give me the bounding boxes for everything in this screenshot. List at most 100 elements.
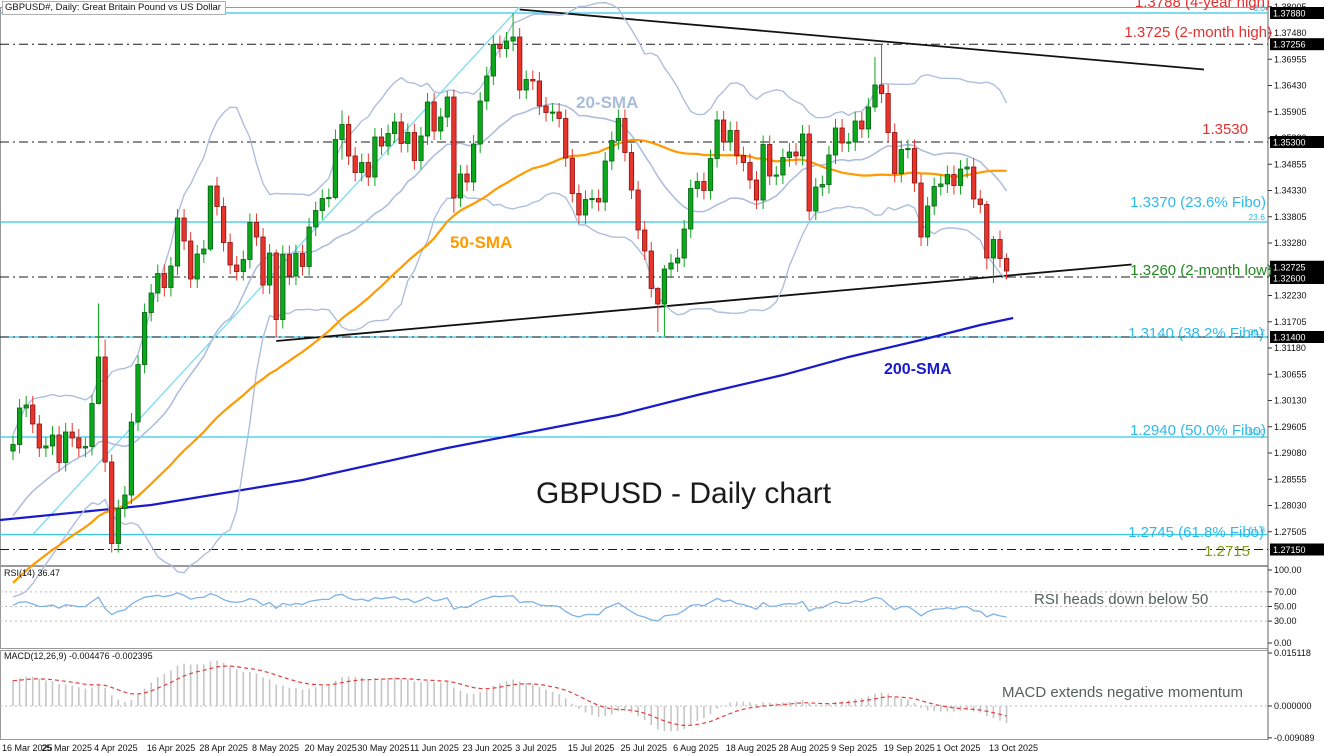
candle: [753, 179, 760, 201]
candle: [411, 132, 418, 161]
price-tick-label: 1.29080: [1274, 448, 1307, 458]
candle: [661, 268, 668, 305]
price-tick-label: 1.34330: [1274, 186, 1307, 196]
candle: [332, 139, 339, 198]
date-label: 19 Sep 2025: [884, 743, 935, 753]
candle: [168, 265, 174, 288]
candle: [852, 120, 858, 143]
candle: [23, 404, 29, 409]
price-tick-label: 1.29605: [1274, 422, 1307, 432]
candle: [977, 198, 983, 205]
candle: [234, 264, 240, 272]
annotation-fibo-500: 1.2940 (50.0% Fibo): [1130, 422, 1266, 439]
candle: [69, 431, 75, 439]
candle: [793, 151, 799, 157]
candle: [372, 136, 378, 178]
candle: [543, 105, 549, 113]
price-tick-label: 1.33805: [1274, 212, 1307, 222]
symbol-title: GBPUSD#, Daily: Great Britain Pound vs U…: [2, 1, 226, 15]
fibo-percent-label: 0.0: [1253, 3, 1265, 13]
fibo-percent-label: 23.6: [1248, 212, 1265, 222]
price-tick-label: 1.30655: [1274, 369, 1307, 379]
candle: [740, 155, 747, 163]
annotation-fibo-382: 1.3140 (38.2% Fibo): [1128, 325, 1264, 342]
candle: [688, 188, 694, 230]
candle: [944, 174, 951, 185]
candle: [247, 222, 253, 260]
candle: [464, 173, 470, 183]
rsi-tick-label: 50.00: [1274, 602, 1297, 612]
candle: [266, 252, 273, 286]
candle: [622, 118, 628, 153]
candle: [30, 404, 36, 425]
macd-tick-label: 0.000000: [1274, 701, 1312, 711]
candle: [484, 75, 490, 102]
date-label: 6 Aug 2025: [673, 743, 719, 753]
date-label: 3 Jul 2025: [515, 743, 557, 753]
candle: [148, 292, 154, 313]
candle: [89, 403, 95, 447]
candle: [865, 106, 872, 130]
candle: [628, 152, 635, 191]
annotation-rsi-header: RSI(14) 36.47: [4, 568, 61, 578]
axis-price-box: [1270, 7, 1324, 19]
annotation-level-13530: 1.3530: [1202, 121, 1248, 138]
level-price-label: 1.35300: [1273, 138, 1306, 148]
candle: [457, 173, 464, 199]
candle: [898, 149, 904, 174]
trendlines[interactable]: [32, 6, 1205, 535]
candle: [444, 96, 450, 118]
candle: [668, 262, 674, 270]
candle: [964, 166, 970, 170]
price-axis[interactable]: 1.38005 1.37480 1.36955 1.36430 1.35905 1.353…: [1248, 2, 1324, 556]
date-label: 8 May 2025: [252, 743, 299, 753]
candle: [339, 124, 345, 140]
candle: [872, 84, 878, 108]
annotation-fibo-236: 1.3370 (23.6% Fibo): [1130, 194, 1266, 211]
panel-frames: [0, 0, 1269, 740]
axis-price-box: [1270, 272, 1324, 284]
axis-price-box: [1270, 136, 1324, 148]
candle: [352, 155, 358, 173]
candle: [767, 144, 773, 177]
candle: [925, 205, 931, 238]
date-label: 15 Jul 2025: [568, 743, 615, 753]
axis-price-box: [1270, 260, 1324, 273]
axis-price-box: [1270, 331, 1324, 343]
candle: [602, 160, 608, 203]
candle: [497, 44, 503, 49]
candle: [957, 168, 964, 186]
price-tick-label: 1.32230: [1274, 291, 1307, 301]
candle: [800, 133, 806, 157]
level-price-label: 1.37880: [1273, 9, 1306, 19]
candle: [707, 158, 714, 191]
candle: [615, 118, 622, 141]
candle: [714, 119, 720, 159]
annotation-note-rsi: RSI heads down below 50: [1034, 591, 1209, 608]
candle: [122, 494, 128, 509]
candle: [391, 121, 398, 134]
fibo-percent-label: 61.8: [1248, 525, 1265, 535]
annotation-low-2mo: 1.3260 (2-month low): [1130, 262, 1272, 279]
annotation-label-20sma: 20-SMA: [576, 93, 639, 112]
annotation-high-4yr: 1.3788 (4-year high): [1134, 0, 1270, 11]
candle: [365, 162, 371, 178]
candle: [470, 143, 477, 183]
candle: [359, 162, 365, 173]
candle: [214, 185, 220, 207]
candle: [10, 444, 16, 452]
candle: [589, 198, 595, 201]
annotation-fibo-618: 1.2745 (61.8% Fibo): [1128, 524, 1264, 541]
descending-resistance-line: [519, 8, 1205, 71]
date-label: 23 Jun 2025: [463, 743, 513, 753]
price-tick-label: 1.36955: [1274, 54, 1307, 64]
candle: [642, 229, 648, 252]
candle: [207, 185, 213, 250]
rsi-tick-label: 30.00: [1274, 616, 1297, 626]
date-label: 16 Apr 2025: [147, 743, 196, 753]
candle: [319, 198, 325, 211]
indicator-axes[interactable]: 100.00 70.00 50.00 30.00 0.000.015118 0.00000…: [1268, 565, 1315, 743]
candle: [273, 252, 279, 320]
